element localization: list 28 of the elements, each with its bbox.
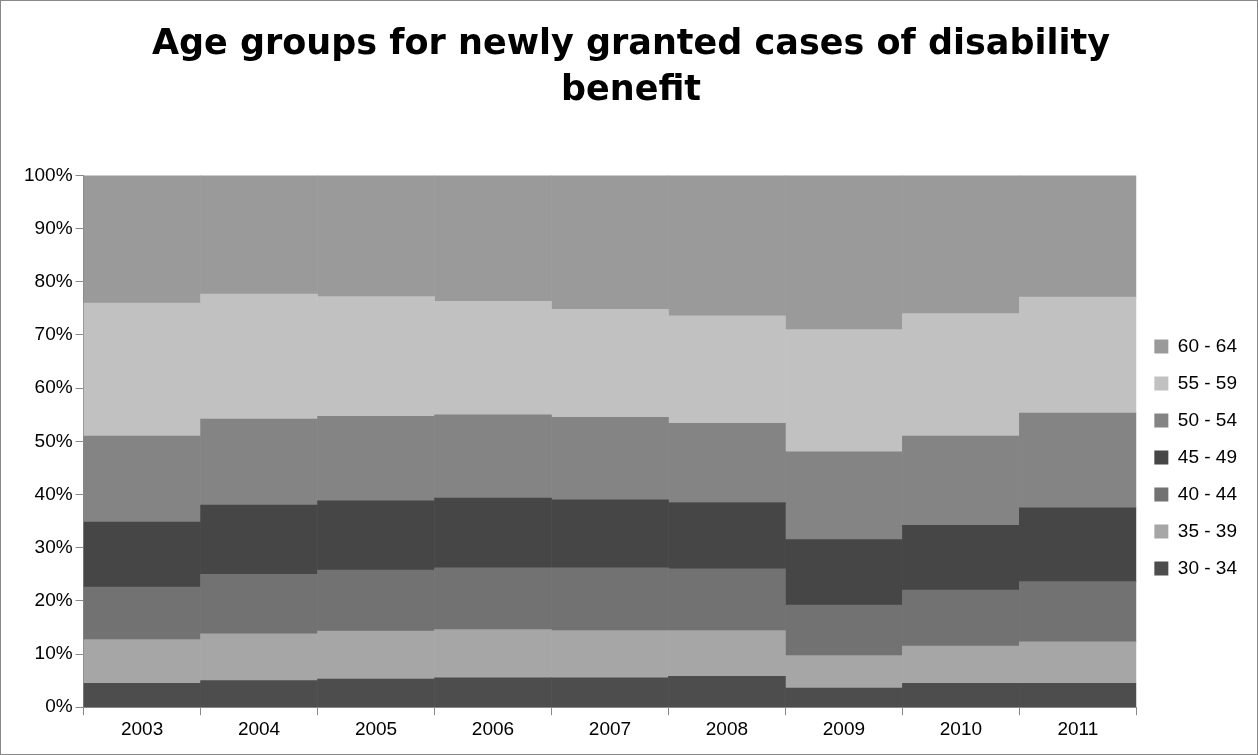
y-tick-label: 80%: [34, 269, 73, 291]
legend-label: 60 - 64: [1177, 334, 1238, 356]
x-tick-label: 2003: [120, 717, 164, 739]
y-tick-label: 50%: [34, 429, 73, 451]
legend-label: 55 - 59: [1177, 371, 1237, 393]
y-tick-label: 0%: [45, 695, 73, 717]
x-tick-label: 2006: [471, 717, 515, 739]
legend-label: 50 - 54: [1177, 408, 1238, 430]
y-tick-label: 60%: [34, 376, 73, 398]
x-tick-label: 2011: [1057, 717, 1099, 739]
legend-label: 30 - 34: [1177, 556, 1238, 578]
x-tick-label: 2007: [588, 717, 632, 739]
y-tick-label: 30%: [34, 535, 73, 557]
x-tick-label: 2005: [354, 717, 398, 739]
y-tick-label: 40%: [34, 482, 73, 504]
y-tick-label: 100%: [23, 163, 73, 185]
legend-label: 40 - 44: [1177, 482, 1238, 504]
x-tick-label: 2004: [237, 717, 281, 739]
y-tick-label: 70%: [34, 323, 73, 345]
y-tick-label: 20%: [34, 589, 73, 611]
legend-label: 45 - 49: [1177, 445, 1237, 467]
x-tick-label: 2009: [822, 717, 866, 739]
x-tick-label: 2010: [939, 717, 983, 739]
y-tick-label: 10%: [34, 642, 73, 664]
x-tick-label: 2008: [705, 717, 749, 739]
legend-label: 35 - 39: [1177, 519, 1237, 541]
chart-title: Age groups for newly granted cases of disability benefit: [151, 21, 1111, 110]
y-tick-label: 90%: [34, 216, 73, 238]
